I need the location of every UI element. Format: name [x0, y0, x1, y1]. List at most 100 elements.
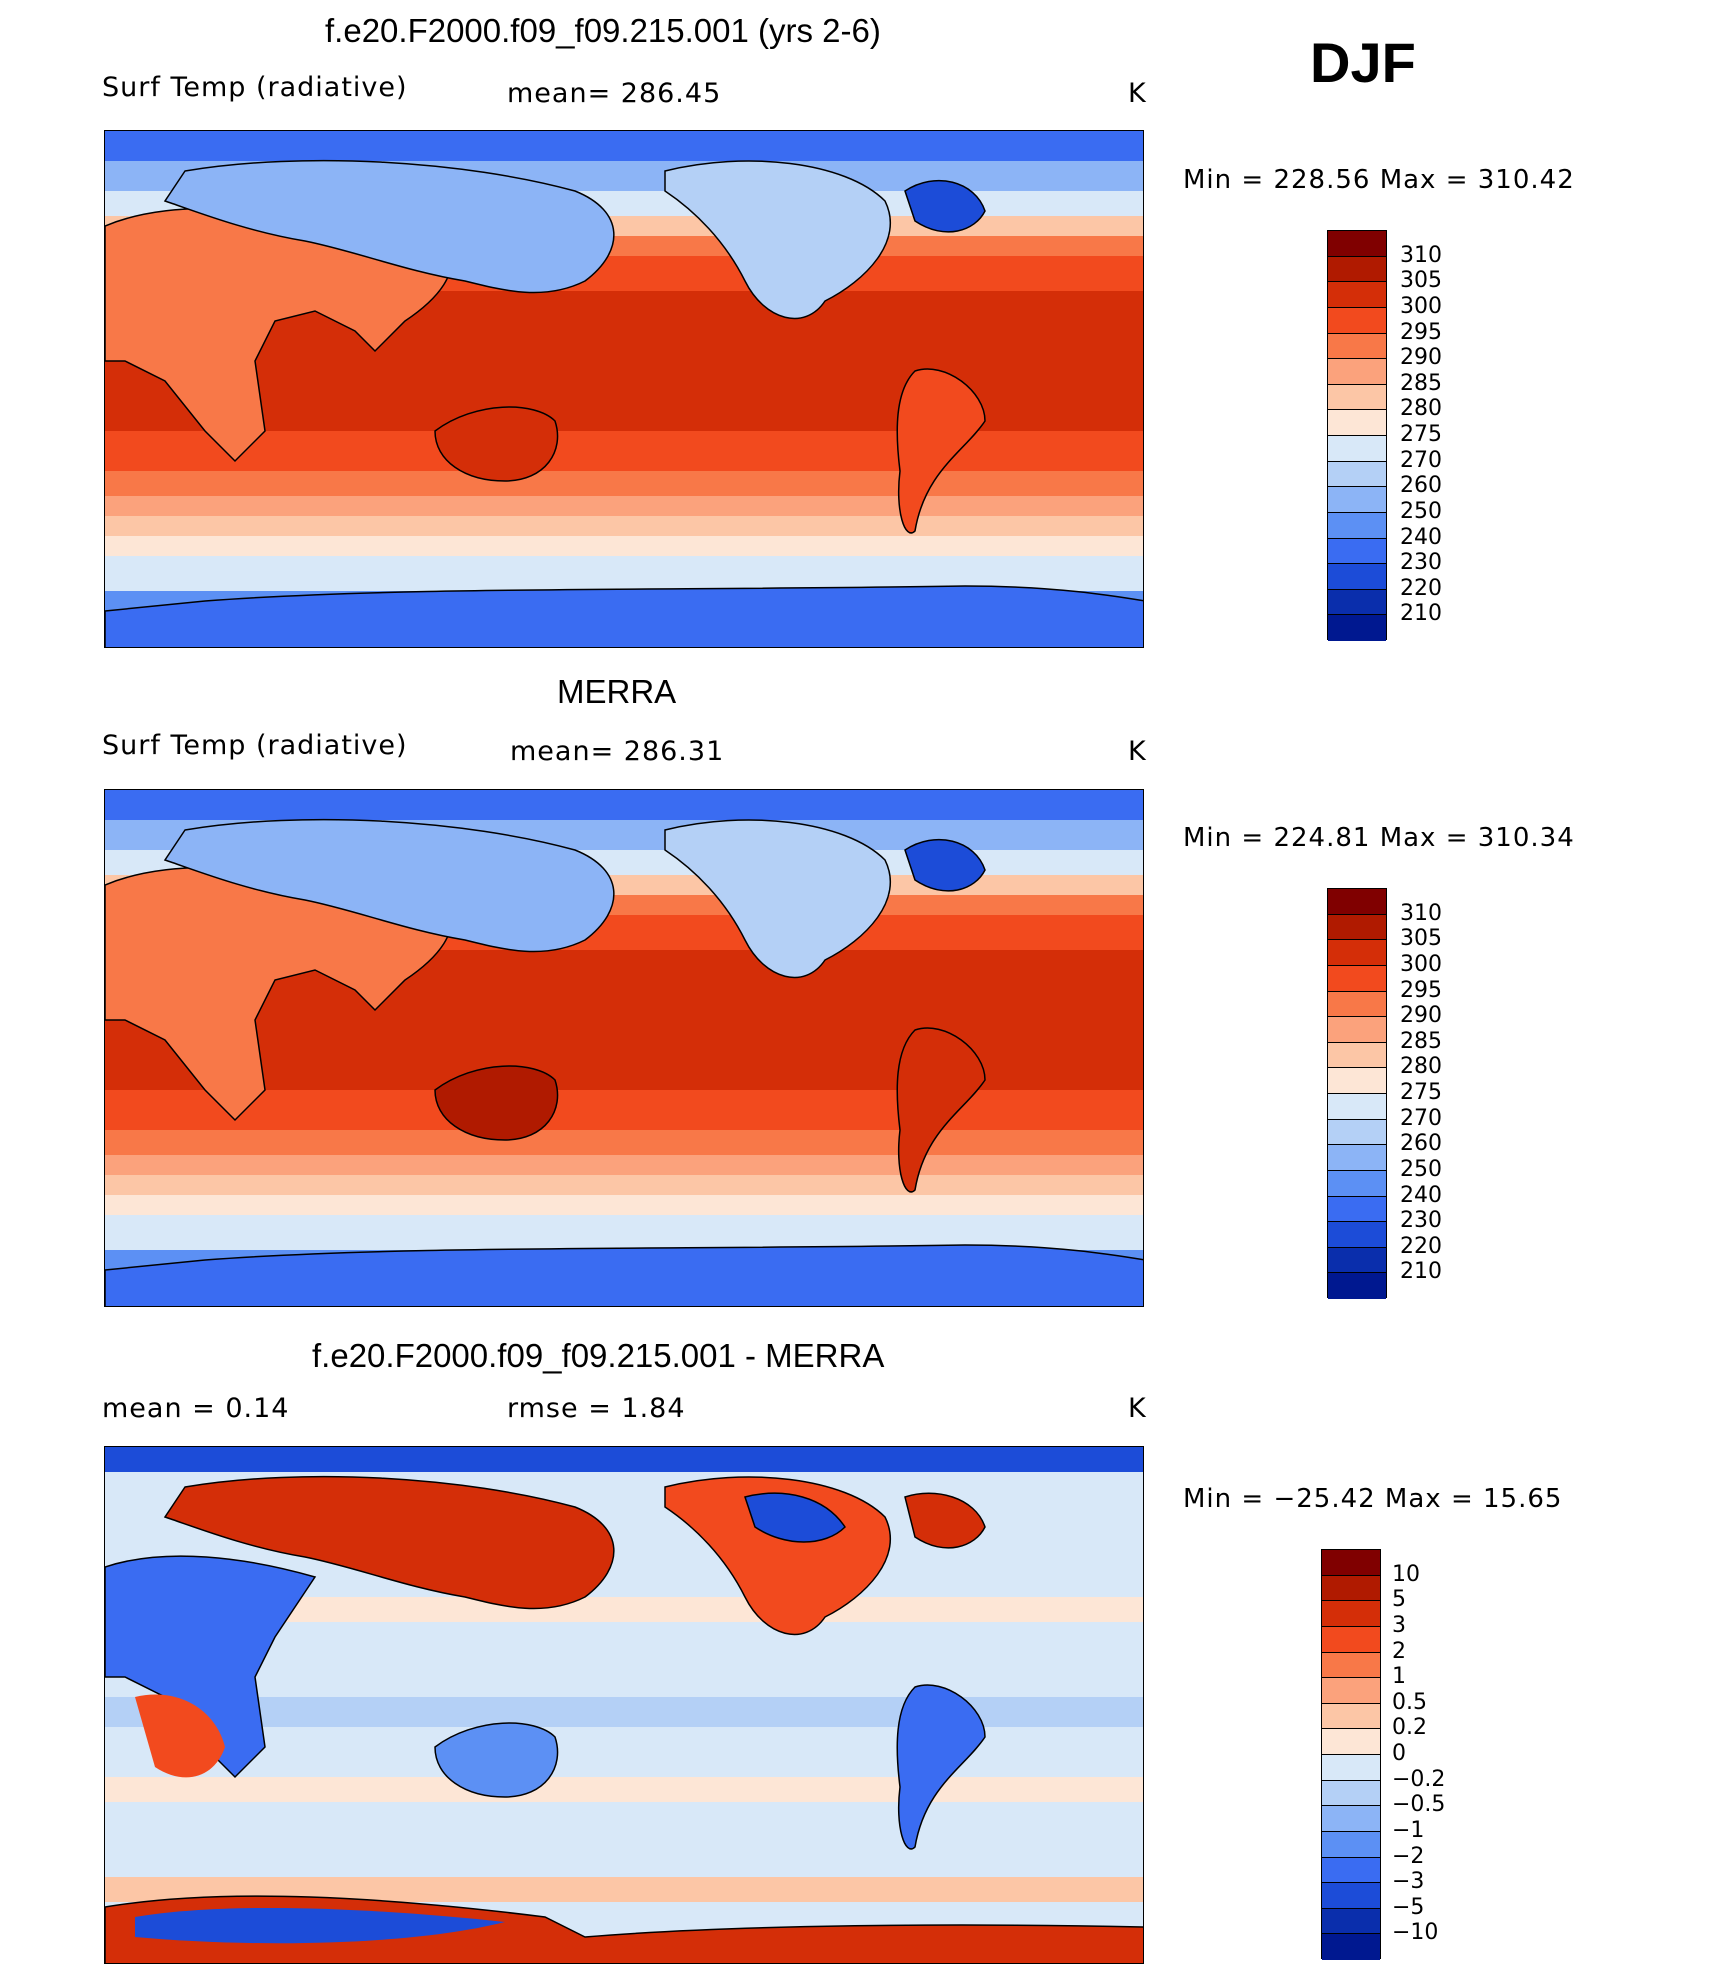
colorbar-swatch [1322, 1626, 1380, 1653]
panel2-minmax: Min = 224.81 Max = 310.34 [1183, 823, 1575, 853]
panel2-contour-field [105, 790, 1143, 1306]
colorbar-swatch [1328, 1145, 1386, 1171]
colorbar-tick-label: 310 [1400, 242, 1442, 268]
panel2-units: K [1128, 736, 1147, 767]
panel1-units: K [1128, 78, 1147, 109]
colorbar-tick-label: 250 [1400, 498, 1442, 524]
colorbar-swatch [1328, 889, 1386, 915]
colorbar-tick-label: 280 [1400, 1054, 1442, 1080]
season-label: DJF [1310, 31, 1416, 94]
colorbar-swatch [1328, 436, 1386, 462]
colorbar-swatch [1328, 1017, 1386, 1043]
colorbar-tick-label: 290 [1400, 345, 1442, 371]
colorbar-swatch [1328, 1196, 1386, 1223]
colorbar-tick-label: 275 [1400, 1080, 1442, 1105]
colorbar-tick-label: 270 [1400, 1105, 1442, 1131]
colorbar-tick-label: 230 [1400, 550, 1442, 576]
colorbar-swatch [1328, 282, 1386, 308]
colorbar-swatch [1328, 538, 1386, 565]
colorbar-swatch [1328, 256, 1386, 283]
colorbar-tick-label: 300 [1400, 951, 1442, 977]
colorbar-swatch [1328, 1119, 1386, 1146]
panel3-units: K [1128, 1393, 1147, 1424]
colorbar-swatch [1322, 1908, 1380, 1935]
panel2-variable: Surf Temp (radiative) [102, 730, 408, 761]
panel3-contour-field [105, 1447, 1143, 1963]
colorbar-tick-label: 260 [1400, 473, 1442, 499]
panel2-colorbar-labels: 310 305 300 295 290 285 280 275 270 260 250 240 230 2… [1400, 888, 1480, 1298]
colorbar-tick-label: 280 [1400, 396, 1442, 422]
colorbar-tick-label: 2 [1392, 1638, 1406, 1664]
colorbar-tick-label: −1 [1392, 1817, 1425, 1843]
colorbar-swatch [1322, 1652, 1380, 1679]
colorbar-tick-label: 250 [1400, 1156, 1442, 1182]
colorbar-tick-label: 0 [1392, 1741, 1406, 1766]
panel3-colorbar-labels: 10 5 3 2 1 0.5 0.2 0 −0.2 −0.5 −1 −2 −3 −5 −10 [1392, 1549, 1482, 1959]
panel1-mean: mean= 286.45 [507, 78, 722, 109]
colorbar-swatch [1322, 1755, 1380, 1781]
colorbar-tick-label: 305 [1400, 268, 1442, 294]
colorbar-tick-label: −5 [1392, 1894, 1425, 1920]
colorbar-swatch [1322, 1550, 1380, 1576]
colorbar-swatch [1328, 307, 1386, 334]
colorbar-swatch [1328, 1273, 1386, 1299]
panel1-contour-field [105, 131, 1143, 647]
colorbar-swatch [1328, 231, 1386, 257]
colorbar-swatch [1328, 461, 1386, 488]
colorbar-swatch [1322, 1575, 1380, 1602]
colorbar-tick-label: −0.2 [1392, 1766, 1446, 1792]
colorbar-swatch [1328, 965, 1386, 992]
colorbar-tick-label: 295 [1400, 319, 1442, 345]
colorbar-swatch [1322, 1857, 1380, 1884]
panel3-title: f.e20.F2000.f09_f09.215.001 - MERRA [312, 1337, 885, 1374]
colorbar-swatch [1328, 1042, 1386, 1069]
colorbar-tick-label: 275 [1400, 422, 1442, 447]
colorbar-tick-label: 260 [1400, 1131, 1442, 1157]
panel3-map [104, 1446, 1144, 1964]
colorbar-tick-label: 3 [1392, 1612, 1406, 1638]
colorbar-swatch [1322, 1780, 1380, 1807]
colorbar-tick-label: 230 [1400, 1208, 1442, 1234]
colorbar-swatch [1328, 410, 1386, 436]
colorbar-swatch [1328, 940, 1386, 966]
colorbar-tick-label: 5 [1392, 1587, 1406, 1613]
panel1-title: f.e20.F2000.f09_f09.215.001 (yrs 2-6) [325, 12, 881, 49]
colorbar-swatch [1322, 1934, 1380, 1960]
colorbar-swatch [1322, 1806, 1380, 1832]
colorbar-tick-label: 270 [1400, 447, 1442, 473]
colorbar-swatch [1322, 1703, 1380, 1730]
colorbar-tick-label: 10 [1392, 1561, 1420, 1587]
colorbar-swatch [1328, 1094, 1386, 1120]
colorbar-tick-label: 300 [1400, 293, 1442, 319]
colorbar-swatch [1328, 564, 1386, 590]
colorbar-swatch [1322, 1831, 1380, 1858]
colorbar-swatch [1328, 333, 1386, 360]
colorbar-swatch [1328, 512, 1386, 539]
colorbar-tick-label: 210 [1400, 601, 1442, 627]
colorbar-tick-label: 220 [1400, 575, 1442, 601]
colorbar-swatch [1328, 589, 1386, 616]
colorbar-tick-label: 285 [1400, 1028, 1442, 1054]
colorbar-swatch [1328, 487, 1386, 513]
colorbar-tick-label: 1 [1392, 1664, 1406, 1690]
colorbar-swatch [1328, 384, 1386, 411]
colorbar-swatch [1328, 1222, 1386, 1248]
colorbar-tick-label: 290 [1400, 1003, 1442, 1029]
panel3-rmse: rmse = 1.84 [507, 1393, 686, 1424]
colorbar-tick-label: 0.2 [1392, 1715, 1427, 1741]
panel3-minmax: Min = −25.42 Max = 15.65 [1183, 1484, 1563, 1514]
colorbar-swatch [1322, 1678, 1380, 1704]
colorbar-tick-label: 0.5 [1392, 1689, 1427, 1715]
colorbar-tick-label: 220 [1400, 1233, 1442, 1259]
colorbar-tick-label: 310 [1400, 900, 1442, 926]
panel2-colorbar [1327, 888, 1387, 1299]
colorbar-tick-label: 305 [1400, 926, 1442, 952]
panel1-map [104, 130, 1144, 648]
colorbar-tick-label: −10 [1392, 1920, 1439, 1946]
colorbar-tick-label: 240 [1400, 524, 1442, 550]
colorbar-swatch [1328, 1247, 1386, 1274]
panel3-mean: mean = 0.14 [102, 1393, 290, 1424]
panel1-variable: Surf Temp (radiative) [102, 72, 408, 103]
colorbar-swatch [1328, 1170, 1386, 1197]
colorbar-swatch [1328, 991, 1386, 1018]
